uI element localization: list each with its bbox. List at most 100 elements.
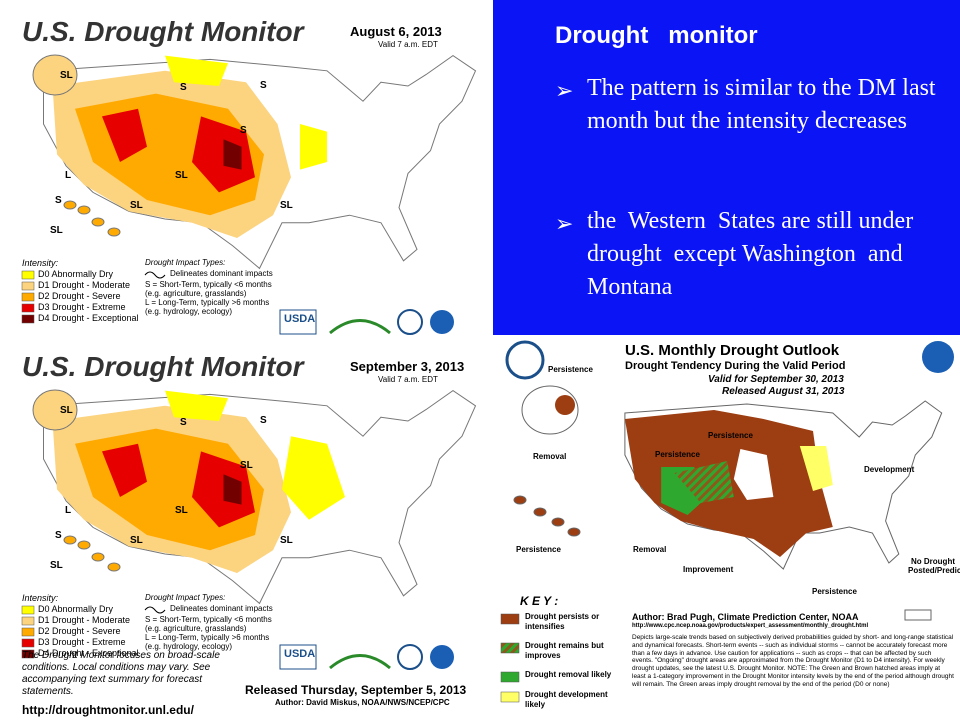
region-label: SL xyxy=(280,535,293,546)
legend-item: D4 Drought - Exceptional xyxy=(38,313,139,323)
impact-item: L = Long-Term, typically >6 months (e.g.… xyxy=(145,298,270,316)
outlook-label: Persistence xyxy=(708,431,753,440)
region-label: S xyxy=(180,417,187,428)
outlook-title: U.S. Monthly Drought Outlook xyxy=(625,342,840,359)
drought-d0 xyxy=(165,55,228,86)
key-swatch xyxy=(500,671,520,683)
region-label: S xyxy=(260,415,267,426)
outlook-label: Removal xyxy=(533,452,567,461)
impact-line xyxy=(144,606,166,614)
noaa-logo xyxy=(430,310,454,334)
legend-item: D1 Drought - Moderate xyxy=(38,280,131,290)
legend-item: D2 Drought - Severe xyxy=(38,291,121,301)
key-item: Drought removal likely xyxy=(525,670,612,679)
map-valid: Valid 7 a.m. EDT xyxy=(378,375,438,384)
region-label: S xyxy=(55,530,62,541)
hawaii-island xyxy=(63,535,77,545)
legend-swatch xyxy=(21,270,35,280)
impact-item: L = Long-Term, typically >6 months (e.g.… xyxy=(145,633,270,651)
outlook-label: Persistence xyxy=(548,365,593,374)
hawaii-island xyxy=(533,507,547,517)
legend-swatch xyxy=(21,281,35,291)
map-url: http://droughtmonitor.unl.edu/ xyxy=(22,703,194,717)
region-label: SL xyxy=(130,535,143,546)
legend-item: D1 Drought - Moderate xyxy=(38,615,131,625)
map-title: U.S. Drought Monitor xyxy=(22,16,304,47)
puerto-rico xyxy=(904,609,932,621)
slide-heading: Drought monitor xyxy=(555,22,758,49)
impact-item: S = Short-Term, typically <6 months (e.g… xyxy=(145,280,272,298)
region-label: SL xyxy=(280,200,293,211)
outlook-label: Removal xyxy=(633,545,667,554)
legend-item: D0 Abnormally Dry xyxy=(38,269,114,279)
hawaii-island xyxy=(91,552,105,562)
legend-swatch xyxy=(21,649,35,659)
outlook-author: Author: Brad Pugh, Climate Prediction Ce… xyxy=(632,612,859,622)
legend-swatch xyxy=(21,605,35,615)
noaa-logo xyxy=(922,341,954,373)
key-title: K E Y : xyxy=(520,594,559,608)
map-title: U.S. Drought Monitor xyxy=(22,351,304,382)
agency-seal xyxy=(397,309,423,335)
region-label: SL xyxy=(240,460,253,471)
drought-d0 xyxy=(300,124,327,170)
legend-swatch xyxy=(21,292,35,302)
key-swatch xyxy=(500,613,520,625)
alaska-drought xyxy=(555,395,575,415)
outlook-label: Improvement xyxy=(683,565,734,574)
agency-seal xyxy=(397,644,423,670)
legend-item: D3 Drought - Extreme xyxy=(38,637,126,647)
bullet-text: the Western States are still under droug… xyxy=(587,208,920,300)
key-item: Drought persists or intensifies xyxy=(525,612,600,631)
outlook-label: Persistence xyxy=(812,587,857,596)
outlook-none xyxy=(733,449,774,500)
region-label: SL xyxy=(50,225,63,236)
hawaii-island xyxy=(513,495,527,505)
region-label: SL xyxy=(130,200,143,211)
alaska xyxy=(32,389,78,431)
legend-swatch xyxy=(21,616,35,626)
region-label: SL xyxy=(50,560,63,571)
seal xyxy=(505,340,545,380)
usda-logo-text: USDA xyxy=(284,648,316,660)
region-label: S xyxy=(180,82,187,93)
map-author: Author: David Miskus, NOAA/NWS/NCEP/CPC xyxy=(275,698,450,707)
drought-d3 xyxy=(102,443,147,497)
hawaii-island xyxy=(107,562,121,572)
legend-swatch xyxy=(21,314,35,324)
region-label: S xyxy=(240,125,247,136)
outlook-released: Released August 31, 2013 xyxy=(722,386,845,397)
impact-item: Delineates dominant impacts xyxy=(170,269,273,278)
outlook-label: Persistence xyxy=(516,545,561,554)
drought-d0 xyxy=(282,436,345,520)
region-label: SL xyxy=(175,170,188,181)
hawaii-island xyxy=(551,517,565,527)
map-date: September 3, 2013 xyxy=(350,359,465,374)
bullet-arrow: ➢ xyxy=(555,79,573,104)
region-label: S xyxy=(260,80,267,91)
impact-item: S = Short-Term, typically <6 months (e.g… xyxy=(145,615,272,633)
drought-d4 xyxy=(223,474,242,505)
logo-art xyxy=(329,319,391,335)
region-label: L xyxy=(65,505,72,516)
impact-line xyxy=(144,271,166,279)
hawaii-island xyxy=(63,200,77,210)
legend-item: D4 Drought - Exceptional xyxy=(38,648,139,658)
usda-logo-text: USDA xyxy=(284,313,316,325)
region-label: SL xyxy=(60,405,73,416)
region-label: SL xyxy=(60,70,73,81)
legend-item: D0 Abnormally Dry xyxy=(38,604,114,614)
key-swatch xyxy=(500,642,520,654)
impact-item: Delineates dominant impacts xyxy=(170,604,273,613)
outlook-valid: Valid for September 30, 2013 xyxy=(708,374,844,385)
outlook-label: No Drought Posted/Predicted xyxy=(908,557,960,575)
hawaii-island xyxy=(77,540,91,550)
key-item: Drought development likely xyxy=(525,690,608,709)
drought-d3 xyxy=(102,108,147,162)
region-label: L xyxy=(65,170,72,181)
legend-swatch xyxy=(21,638,35,648)
key-item: Drought remains but improves xyxy=(525,641,604,660)
legend-heading: Intensity: xyxy=(22,593,59,603)
